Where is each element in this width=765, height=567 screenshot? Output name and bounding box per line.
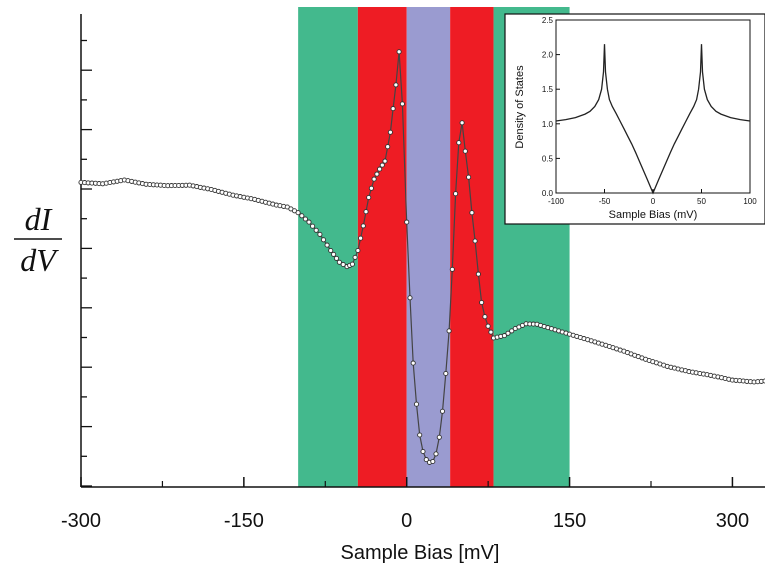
data-point bbox=[399, 101, 405, 107]
inset-x-tick-label-4: 100 bbox=[743, 197, 757, 206]
data-point bbox=[420, 448, 426, 455]
data-point bbox=[352, 254, 358, 260]
data-point bbox=[302, 216, 308, 222]
data-point bbox=[387, 129, 393, 135]
data-point bbox=[446, 328, 452, 334]
inset-x-tick-label-0: -100 bbox=[548, 197, 565, 206]
inset-y-tick-label-1: 0.5 bbox=[542, 154, 554, 163]
data-point bbox=[449, 266, 455, 272]
data-point bbox=[439, 408, 446, 414]
data-point bbox=[505, 330, 511, 336]
data-point bbox=[410, 360, 416, 366]
inset-y-tick-label-3: 1.5 bbox=[542, 85, 554, 94]
data-point bbox=[355, 247, 361, 254]
inset-y-tick-label-4: 2.0 bbox=[542, 51, 554, 60]
data-point bbox=[453, 191, 459, 197]
data-point bbox=[472, 238, 478, 244]
band-1 bbox=[357, 7, 407, 487]
data-point bbox=[340, 261, 346, 268]
data-point bbox=[358, 235, 364, 241]
data-point bbox=[417, 432, 423, 438]
data-point bbox=[366, 194, 372, 201]
data-point bbox=[462, 148, 468, 154]
data-point bbox=[430, 458, 436, 465]
data-point bbox=[324, 242, 330, 248]
band-3 bbox=[450, 7, 494, 487]
data-point bbox=[379, 162, 385, 168]
data-point bbox=[306, 219, 312, 225]
data-point bbox=[501, 333, 507, 339]
data-point bbox=[482, 314, 488, 320]
data-point bbox=[377, 166, 383, 172]
data-point bbox=[436, 434, 442, 440]
x-ticks: -300 -150 0 150 300 bbox=[61, 477, 749, 532]
data-point bbox=[333, 255, 340, 261]
data-point bbox=[349, 261, 355, 267]
x-tick-label-1: -150 bbox=[224, 510, 264, 532]
data-point bbox=[299, 213, 305, 219]
data-point bbox=[485, 323, 491, 329]
data-point bbox=[390, 106, 396, 112]
x-tick-label-3: 150 bbox=[553, 510, 586, 532]
inset-x-tick-label-2: 0 bbox=[651, 197, 656, 206]
data-point bbox=[466, 174, 472, 180]
data-point bbox=[762, 378, 765, 384]
inset-x-tick-label-1: -50 bbox=[599, 197, 611, 206]
inset-y-tick-label-5: 2.5 bbox=[542, 16, 554, 25]
inset-y-axis-title: Density of States bbox=[514, 65, 526, 149]
band-2 bbox=[406, 7, 451, 487]
data-point bbox=[374, 171, 380, 177]
data-point bbox=[368, 185, 374, 191]
energy-bands bbox=[298, 7, 570, 487]
data-point bbox=[336, 259, 342, 265]
data-point bbox=[509, 328, 515, 334]
x-tick-label-2: 0 bbox=[401, 510, 412, 532]
data-point bbox=[396, 49, 402, 55]
y-axis-title-numerator: dI bbox=[25, 201, 53, 237]
data-point bbox=[475, 271, 481, 277]
data-point bbox=[488, 329, 494, 335]
y-ticks bbox=[81, 39, 92, 487]
data-point bbox=[407, 295, 413, 301]
data-point bbox=[320, 237, 327, 243]
data-point bbox=[433, 451, 439, 457]
dIdV-series bbox=[78, 49, 765, 465]
data-point bbox=[393, 82, 399, 88]
data-point bbox=[404, 219, 410, 225]
inset-dos-series bbox=[555, 44, 751, 195]
data-point bbox=[331, 251, 337, 257]
inset-x-axis-title: Sample Bias (mV) bbox=[609, 209, 698, 221]
data-point bbox=[317, 231, 323, 237]
inset-y-tick-label-0: 0.0 bbox=[542, 189, 554, 198]
x-axis-title: Sample Bias [mV] bbox=[341, 542, 500, 564]
data-point bbox=[385, 144, 391, 150]
data-point bbox=[479, 299, 485, 306]
data-point bbox=[295, 210, 301, 216]
inset-y-tick-label-2: 1.0 bbox=[542, 120, 554, 129]
data-point bbox=[328, 247, 334, 254]
data-point bbox=[423, 457, 429, 463]
x-tick-label-4: 300 bbox=[716, 510, 749, 532]
data-point bbox=[371, 176, 377, 182]
data-point bbox=[360, 223, 366, 229]
data-point bbox=[382, 158, 388, 164]
data-point bbox=[456, 140, 462, 146]
y-axis-title-denominator: dV bbox=[20, 242, 59, 278]
inset-chart: -100 -50 0 50 100 0.0 0.5 1.0 1.5 2.0 2.5 Sample B… bbox=[504, 13, 765, 225]
main-labels: Sample Bias [mV] dI dV bbox=[14, 201, 499, 564]
data-point bbox=[363, 209, 369, 215]
data-point bbox=[443, 370, 449, 377]
x-tick-label-0: -300 bbox=[61, 510, 101, 532]
data-point bbox=[310, 223, 316, 229]
data-point bbox=[313, 227, 319, 233]
inset-x-tick-label-3: 50 bbox=[697, 197, 706, 206]
data-point bbox=[413, 401, 420, 407]
data-point bbox=[459, 120, 465, 126]
inset-background bbox=[504, 13, 765, 225]
data-point bbox=[469, 210, 475, 216]
inset-dos-line bbox=[555, 44, 751, 195]
